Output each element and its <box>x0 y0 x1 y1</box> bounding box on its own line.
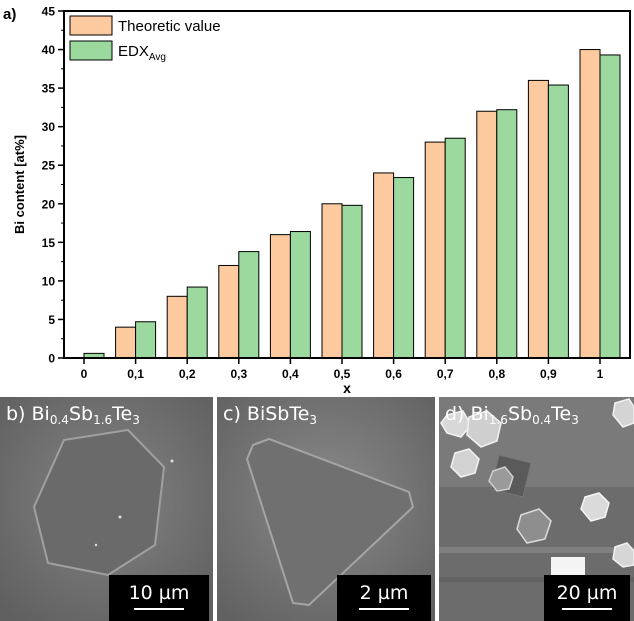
bar-theoretic-6 <box>374 173 394 358</box>
legend-entry: EDXAvg <box>118 43 166 63</box>
y-tick-label: 40 <box>42 43 56 57</box>
y-tick-label: 30 <box>42 120 56 134</box>
y-tick-label: 15 <box>42 236 56 250</box>
panel-d-label: d) Bi1.6Sb0.4Te3 <box>445 403 579 427</box>
y-tick-label: 0 <box>48 352 55 366</box>
y-tick-label: 35 <box>42 82 56 96</box>
sem-panel-d: d) Bi1.6Sb0.4Te3 20 µm <box>439 397 634 621</box>
bar-theoretic-7 <box>425 142 445 358</box>
x-tick-label: 0,4 <box>282 367 299 381</box>
panel-c-label: c) BiSbTe3 <box>223 403 317 427</box>
x-tick-label: 0 <box>81 367 88 381</box>
x-tick-label: 0,8 <box>488 367 505 381</box>
scale-bar-b: 10 µm <box>109 575 209 621</box>
bar-theoretic-10 <box>580 50 600 358</box>
bar-theoretic-9 <box>528 80 548 358</box>
y-tick-label: 20 <box>42 197 56 211</box>
x-tick-label: 0,1 <box>127 367 144 381</box>
bar-theoretic-4 <box>270 235 290 358</box>
x-axis-title: x <box>343 380 351 396</box>
bar-theoretic-8 <box>477 111 497 358</box>
panel-b-label: b) Bi0.4Sb1.6Te3 <box>6 403 140 427</box>
bar-edx-2 <box>187 287 207 358</box>
x-tick-label: 0,6 <box>385 367 402 381</box>
x-tick-label: 0,2 <box>179 367 196 381</box>
y-tick-label: 25 <box>42 159 56 173</box>
bar-theoretic-5 <box>322 204 342 358</box>
legend-swatch <box>70 41 112 60</box>
bar-edx-3 <box>239 252 259 358</box>
y-axis-title: Bi content [at%] <box>12 135 27 234</box>
x-tick-label: 0,7 <box>437 367 454 381</box>
sem-panel-b: b) Bi0.4Sb1.6Te3 10 µm <box>0 397 213 621</box>
scale-bar-c-label: 2 µm <box>337 582 431 604</box>
scale-bar-d: 20 µm <box>544 575 630 621</box>
legend-entry: Theoretic value <box>118 18 221 35</box>
legend-swatch <box>70 16 112 35</box>
bar-edx-1 <box>136 322 156 358</box>
y-tick-label: 45 <box>42 5 56 19</box>
bar-edx-5 <box>342 205 362 358</box>
bar-theoretic-2 <box>167 296 187 358</box>
bar-theoretic-3 <box>219 265 239 358</box>
scale-bar-b-label: 10 µm <box>109 582 209 604</box>
y-tick-label: 10 <box>42 274 56 288</box>
x-tick-label: 1 <box>597 367 604 381</box>
bar-edx-9 <box>548 85 568 358</box>
bar-chart: 0 5 10 15 20 25 30 35 40 45 0 0,1 0,2 0,3 0,4 0,5 0,6 0,7… <box>0 0 634 397</box>
bar-edx-10 <box>600 55 620 358</box>
x-tick-label: 0,3 <box>230 367 247 381</box>
panel-a-label: a) <box>3 6 16 23</box>
bar-edx-8 <box>497 110 517 358</box>
y-tick-label: 5 <box>48 313 55 327</box>
bar-edx-4 <box>290 232 310 358</box>
x-tick-label: 0,9 <box>540 367 557 381</box>
x-tick-label: 0,5 <box>334 367 351 381</box>
scale-bar-d-label: 20 µm <box>544 582 630 604</box>
sem-panel-c: c) BiSbTe3 2 µm <box>217 397 435 621</box>
bar-theoretic-1 <box>116 327 136 358</box>
bar-edx-7 <box>445 138 465 358</box>
scale-bar-c: 2 µm <box>337 575 431 621</box>
bar-edx-6 <box>394 178 414 358</box>
